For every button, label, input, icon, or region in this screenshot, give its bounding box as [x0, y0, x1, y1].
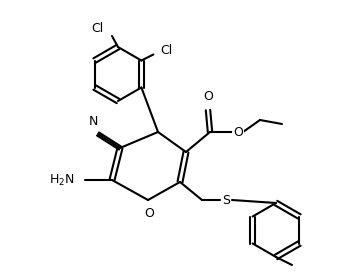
Text: O: O	[144, 207, 154, 220]
Text: O: O	[203, 90, 213, 103]
Text: N: N	[88, 115, 98, 128]
Text: O: O	[233, 125, 243, 138]
Text: Cl: Cl	[160, 44, 173, 57]
Text: Cl: Cl	[92, 22, 104, 36]
Text: S: S	[222, 193, 230, 207]
Text: H$_2$N: H$_2$N	[49, 172, 75, 187]
